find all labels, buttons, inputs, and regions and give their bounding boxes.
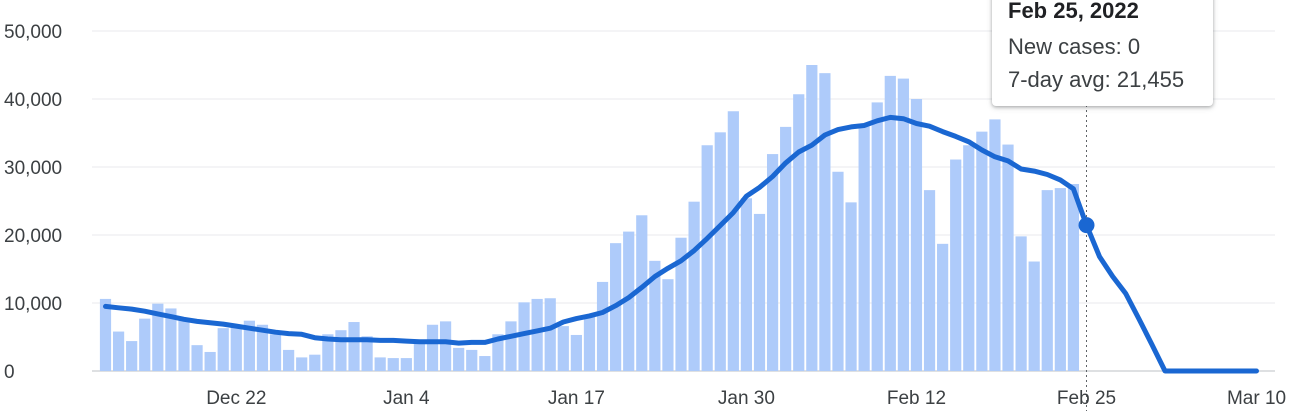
- daily-cases-bar[interactable]: [139, 318, 151, 371]
- daily-cases-bar[interactable]: [348, 322, 360, 371]
- daily-cases-bar[interactable]: [649, 260, 661, 371]
- daily-cases-bar[interactable]: [531, 298, 543, 371]
- x-axis-ticks: Dec 22 Jan 4 Jan 17 Jan 30 Feb 12 Feb 25 Mar 1…: [206, 388, 1286, 409]
- tooltip-seven-day-average: 7-day avg: 21,455: [1008, 67, 1185, 92]
- daily-cases-bar[interactable]: [309, 354, 321, 371]
- daily-cases-bar[interactable]: [727, 111, 739, 372]
- daily-cases-bar[interactable]: [557, 326, 569, 371]
- daily-cases-bar[interactable]: [387, 358, 399, 371]
- daily-cases-bar[interactable]: [923, 190, 936, 371]
- y-axis-ticks: 0 10,000 20,000 30,000 40,000 50,000: [4, 22, 62, 383]
- daily-cases-bar[interactable]: [1028, 261, 1040, 371]
- tooltip-date: Feb 25, 2022: [1008, 0, 1139, 23]
- daily-cases-bar[interactable]: [1002, 144, 1014, 371]
- daily-cases-bar[interactable]: [269, 334, 282, 371]
- daily-cases-bar[interactable]: [112, 331, 125, 371]
- daily-cases-bar[interactable]: [596, 281, 609, 371]
- daily-cases-bar[interactable]: [937, 243, 949, 371]
- daily-cases-bar[interactable]: [466, 349, 478, 371]
- daily-cases-bar[interactable]: [296, 357, 308, 371]
- daily-cases-bar[interactable]: [832, 171, 844, 371]
- daily-cases-bar[interactable]: [505, 321, 517, 371]
- daily-cases-bar[interactable]: [819, 73, 831, 371]
- x-tick-label: Jan 17: [548, 388, 605, 409]
- daily-cases-bar[interactable]: [217, 328, 229, 371]
- daily-cases-bar[interactable]: [963, 145, 975, 371]
- daily-cases-bar[interactable]: [845, 202, 857, 371]
- daily-cases-bar[interactable]: [1054, 188, 1066, 371]
- daily-cases-bar[interactable]: [426, 324, 439, 371]
- daily-cases-bar[interactable]: [583, 315, 596, 371]
- daily-cases-bar[interactable]: [740, 198, 753, 371]
- daily-cases-bar[interactable]: [243, 320, 255, 371]
- tooltip-new-cases: New cases: 0: [1008, 34, 1141, 59]
- hover-point: [1078, 217, 1095, 234]
- daily-cases-bar[interactable]: [191, 345, 203, 371]
- y-tick-label: 50,000: [4, 22, 62, 43]
- daily-cases-bar[interactable]: [884, 75, 896, 371]
- daily-cases-bar[interactable]: [178, 320, 190, 371]
- daily-cases-bar[interactable]: [518, 302, 530, 371]
- daily-cases-bar[interactable]: [230, 327, 242, 371]
- y-tick-label: 30,000: [4, 158, 62, 179]
- daily-cases-bar[interactable]: [413, 342, 426, 371]
- daily-cases-bar[interactable]: [793, 94, 805, 372]
- hover-tooltip: Feb 25, 2022 New cases: 0 7-day avg: 21,…: [992, 0, 1213, 106]
- daily-cases-bar[interactable]: [570, 334, 582, 371]
- daily-cases-bar[interactable]: [950, 159, 962, 371]
- daily-cases-bar[interactable]: [1067, 184, 1080, 371]
- x-tick-label: Dec 22: [206, 388, 266, 409]
- daily-cases-bar[interactable]: [636, 215, 648, 371]
- x-tick-label: Feb 12: [887, 388, 946, 409]
- y-tick-label: 40,000: [4, 90, 62, 111]
- daily-cases-bar[interactable]: [492, 334, 504, 371]
- daily-cases-bar[interactable]: [989, 119, 1001, 372]
- daily-cases-bar[interactable]: [152, 303, 164, 371]
- daily-cases-bar[interactable]: [766, 154, 779, 371]
- daily-cases-bar[interactable]: [976, 131, 988, 371]
- daily-cases-bar[interactable]: [701, 145, 713, 371]
- daily-cases-bar[interactable]: [335, 330, 347, 371]
- daily-cases-bars[interactable]: [99, 65, 1080, 372]
- x-tick-label: Jan 4: [383, 388, 430, 409]
- daily-cases-bar[interactable]: [675, 237, 687, 371]
- y-tick-label: 10,000: [4, 294, 62, 315]
- y-tick-label: 20,000: [4, 226, 62, 247]
- y-tick-label: 0: [4, 362, 15, 383]
- daily-cases-bar[interactable]: [479, 356, 491, 371]
- daily-cases-bar[interactable]: [400, 358, 412, 371]
- daily-cases-bar[interactable]: [126, 341, 138, 371]
- daily-cases-bar[interactable]: [662, 279, 674, 371]
- daily-cases-bar[interactable]: [871, 102, 883, 372]
- daily-cases-bar[interactable]: [858, 126, 870, 371]
- daily-cases-bar[interactable]: [361, 336, 373, 371]
- x-tick-label: Mar 10: [1227, 388, 1286, 409]
- daily-cases-bar[interactable]: [753, 213, 766, 371]
- daily-cases-bar[interactable]: [374, 357, 386, 371]
- daily-cases-bar[interactable]: [910, 99, 923, 371]
- daily-cases-bar[interactable]: [806, 65, 818, 371]
- daily-cases-bar[interactable]: [897, 78, 909, 371]
- daily-cases-bar[interactable]: [453, 347, 465, 371]
- daily-cases-bar[interactable]: [688, 201, 700, 371]
- x-tick-label: Jan 30: [718, 388, 775, 409]
- seven-day-average-line[interactable]: [103, 114, 1259, 374]
- daily-cases-bar[interactable]: [439, 321, 452, 371]
- daily-cases-bar[interactable]: [1041, 190, 1053, 371]
- daily-cases-bar[interactable]: [623, 231, 635, 371]
- x-tick-label: Feb 25: [1057, 388, 1116, 409]
- daily-cases-bar[interactable]: [780, 126, 792, 371]
- daily-cases-bar[interactable]: [165, 308, 177, 371]
- daily-cases-bar[interactable]: [256, 324, 269, 371]
- daily-cases-bar[interactable]: [99, 298, 112, 371]
- daily-cases-bar[interactable]: [714, 132, 726, 371]
- daily-cases-bar[interactable]: [204, 351, 216, 371]
- daily-cases-bar[interactable]: [283, 349, 295, 371]
- daily-cases-bar[interactable]: [322, 334, 334, 371]
- daily-cases-bar[interactable]: [1015, 236, 1027, 371]
- daily-cases-bar[interactable]: [544, 298, 556, 371]
